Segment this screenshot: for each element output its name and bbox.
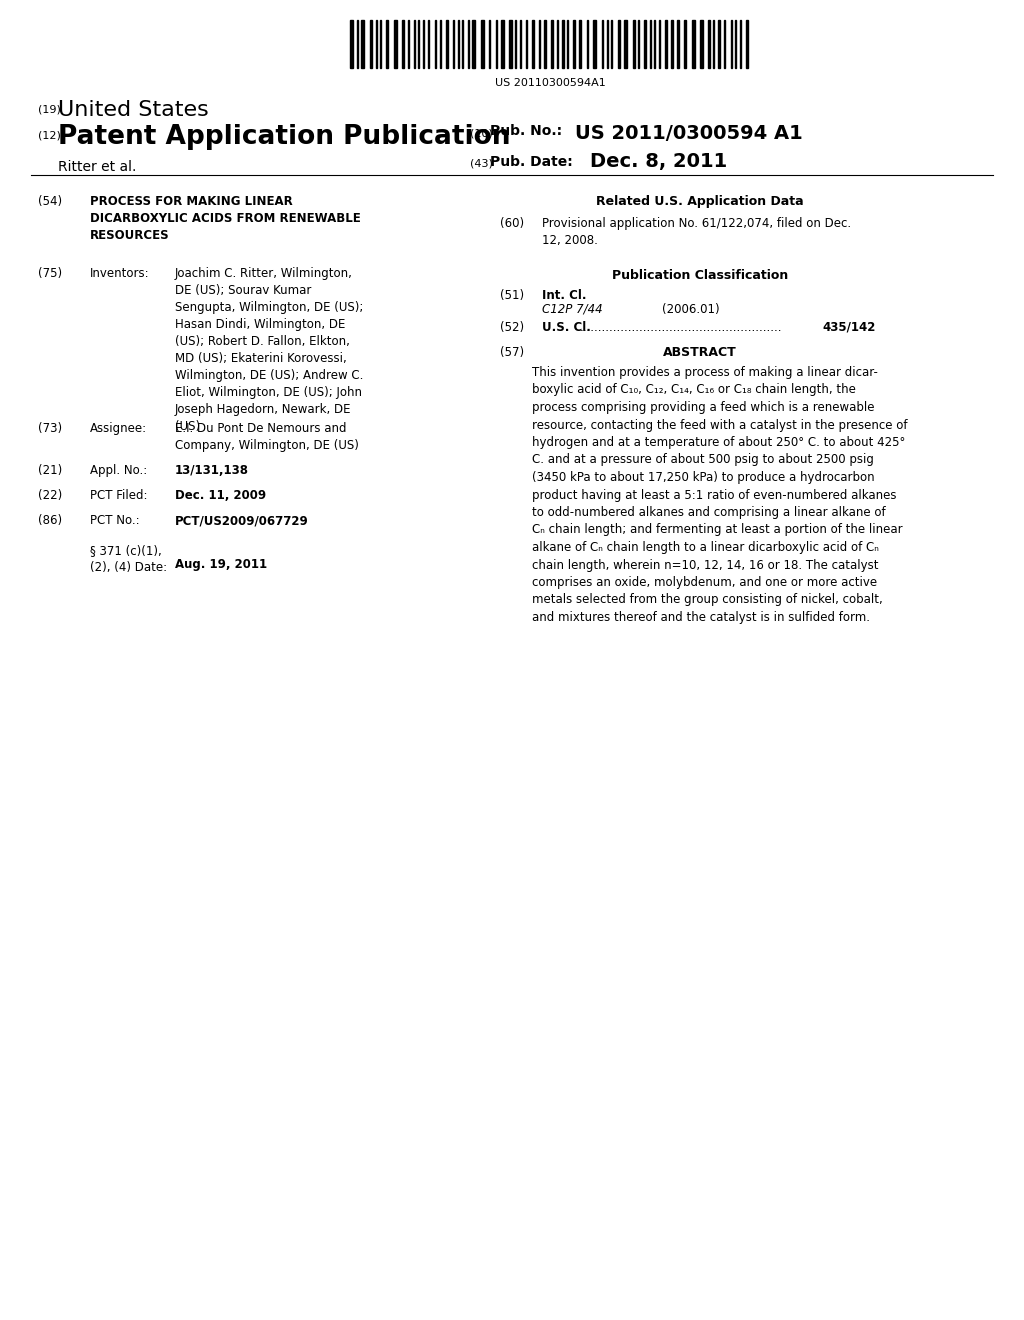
Bar [501, 20, 504, 69]
Bar [361, 20, 364, 69]
Bar [370, 20, 372, 69]
Bar [532, 20, 534, 69]
Text: ABSTRACT: ABSTRACT [664, 346, 737, 359]
Text: Ritter et al.: Ritter et al. [58, 160, 136, 174]
Text: E.I. Du Pont De Nemours and
Company, Wilmington, DE (US): E.I. Du Pont De Nemours and Company, Wil… [175, 422, 358, 451]
Text: Publication Classification: Publication Classification [612, 269, 788, 282]
Text: Aug. 19, 2011: Aug. 19, 2011 [175, 558, 267, 572]
Text: This invention provides a process of making a linear dicar-
boxylic acid of C₁₀,: This invention provides a process of mak… [532, 366, 907, 624]
Bar [544, 20, 546, 69]
Text: (19): (19) [38, 106, 60, 115]
Bar [446, 20, 449, 69]
Text: PCT Filed:: PCT Filed: [90, 488, 147, 502]
Text: Joachim C. Ritter, Wilmington,
DE (US); Sourav Kumar
Sengupta, Wilmington, DE (U: Joachim C. Ritter, Wilmington, DE (US); … [175, 267, 364, 433]
Text: US 20110300594A1: US 20110300594A1 [495, 78, 605, 88]
Bar [481, 20, 484, 69]
Bar [624, 20, 627, 69]
Bar [718, 20, 720, 69]
Text: Dec. 11, 2009: Dec. 11, 2009 [175, 488, 266, 502]
Text: U.S. Cl.: U.S. Cl. [542, 321, 591, 334]
Bar [700, 20, 703, 69]
Text: (10): (10) [470, 128, 493, 139]
Text: (51): (51) [500, 289, 524, 302]
Bar [665, 20, 667, 69]
Text: § 371 (c)(1),
(2), (4) Date:: § 371 (c)(1), (2), (4) Date: [90, 544, 167, 574]
Text: (54): (54) [38, 195, 62, 209]
Text: Appl. No.:: Appl. No.: [90, 465, 147, 477]
Bar [386, 20, 388, 69]
Text: ......................................................: ........................................… [580, 321, 782, 334]
Bar [472, 20, 475, 69]
Text: (86): (86) [38, 513, 62, 527]
Text: Assignee:: Assignee: [90, 422, 147, 436]
Text: Int. Cl.: Int. Cl. [542, 289, 587, 302]
Text: Provisional application No. 61/122,074, filed on Dec.
12, 2008.: Provisional application No. 61/122,074, … [542, 216, 851, 247]
Bar [573, 20, 575, 69]
Text: (57): (57) [500, 346, 524, 359]
Text: PROCESS FOR MAKING LINEAR
DICARBOXYLIC ACIDS FROM RENEWABLE
RESOURCES: PROCESS FOR MAKING LINEAR DICARBOXYLIC A… [90, 195, 360, 242]
Bar [677, 20, 679, 69]
Text: Pub. No.:: Pub. No.: [490, 124, 567, 139]
Bar [746, 20, 748, 69]
Bar [618, 20, 620, 69]
Text: 435/142: 435/142 [822, 321, 876, 334]
Text: Dec. 8, 2011: Dec. 8, 2011 [590, 152, 727, 172]
Text: PCT No.:: PCT No.: [90, 513, 139, 527]
Text: 13/131,138: 13/131,138 [175, 465, 249, 477]
Bar [350, 20, 353, 69]
Bar [551, 20, 553, 69]
Text: (60): (60) [500, 216, 524, 230]
Bar [684, 20, 686, 69]
Text: Pub. Date:: Pub. Date: [490, 154, 583, 169]
Text: Patent Application Publication: Patent Application Publication [58, 124, 511, 150]
Bar [402, 20, 404, 69]
Bar [593, 20, 596, 69]
Text: (12): (12) [38, 129, 60, 140]
Text: (73): (73) [38, 422, 62, 436]
Bar [562, 20, 564, 69]
Bar [671, 20, 673, 69]
Bar [692, 20, 695, 69]
Bar [644, 20, 646, 69]
Bar [579, 20, 581, 69]
Text: (2006.01): (2006.01) [662, 304, 720, 315]
Bar [633, 20, 635, 69]
Text: (52): (52) [500, 321, 524, 334]
Text: (22): (22) [38, 488, 62, 502]
Text: US 2011/0300594 A1: US 2011/0300594 A1 [575, 124, 803, 143]
Bar [509, 20, 512, 69]
Bar [708, 20, 710, 69]
Text: (43): (43) [470, 158, 493, 168]
Text: Inventors:: Inventors: [90, 267, 150, 280]
Text: Related U.S. Application Data: Related U.S. Application Data [596, 195, 804, 209]
Text: United States: United States [58, 100, 209, 120]
Text: C12P 7/44: C12P 7/44 [542, 304, 603, 315]
Bar [394, 20, 397, 69]
Text: (21): (21) [38, 465, 62, 477]
Text: PCT/US2009/067729: PCT/US2009/067729 [175, 513, 309, 527]
Text: (75): (75) [38, 267, 62, 280]
